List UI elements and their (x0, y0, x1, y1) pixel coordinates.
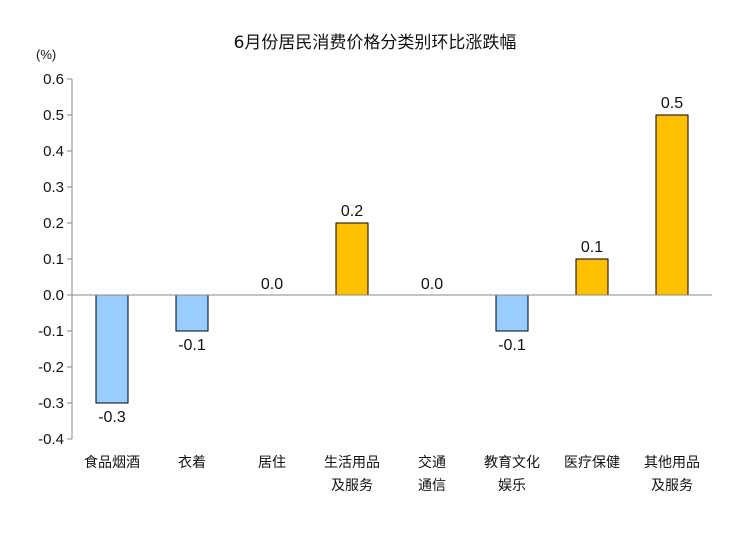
y-tick-label: 0.2 (43, 215, 64, 232)
x-category-label: 医疗保健 (564, 455, 620, 471)
bar (95, 294, 129, 404)
y-tick-label: 0.4 (43, 143, 64, 160)
bar (575, 258, 609, 296)
y-tick-label: -0.2 (38, 359, 64, 376)
bar (335, 222, 369, 296)
bar (175, 294, 209, 332)
plot-area: 0.6 0.5 0.4 0.3 0.2 0.1 0.0 -0.1 -0.2 -0.3 -0.4 -0.… (38, 71, 712, 494)
data-label: 0.1 (581, 239, 603, 256)
x-category-label: 通信 (418, 478, 446, 494)
x-category-label: 生活用品 (324, 455, 380, 471)
data-label: 0.5 (661, 95, 683, 112)
y-tick-label: 0.6 (43, 71, 64, 88)
y-tick-label: 0.5 (43, 107, 64, 124)
data-label: -0.1 (178, 337, 206, 354)
data-label: -0.3 (98, 409, 126, 426)
x-category-label: 其他用品 (644, 455, 700, 471)
data-label: -0.1 (498, 337, 526, 354)
data-label: 0.0 (261, 276, 283, 293)
x-category-label: 教育文化 (484, 455, 540, 471)
y-tick-label: -0.4 (38, 431, 64, 448)
y-tick-label: 0.1 (43, 251, 64, 268)
x-category-label: 居住 (258, 455, 286, 471)
x-category-label: 衣着 (178, 455, 206, 471)
data-label: 0.0 (421, 276, 443, 293)
x-category-label: 交通 (418, 454, 446, 471)
y-tick-label: -0.1 (38, 323, 64, 340)
y-tick-label: 0.0 (43, 287, 64, 304)
bar (495, 294, 529, 332)
y-tick-label: 0.3 (43, 179, 64, 196)
y-axis-unit-label: (%) (36, 47, 56, 62)
data-label: 0.2 (341, 203, 363, 220)
bar (655, 114, 689, 296)
x-category-label: 及服务 (651, 478, 693, 494)
x-category-label: 食品烟酒 (84, 454, 140, 471)
y-tick-label: -0.3 (38, 395, 64, 412)
chart-title: 6月份居民消费价格分类别环比涨跌幅 (234, 33, 517, 53)
x-category-label: 娱乐 (498, 478, 526, 494)
x-category-label: 及服务 (331, 478, 373, 494)
